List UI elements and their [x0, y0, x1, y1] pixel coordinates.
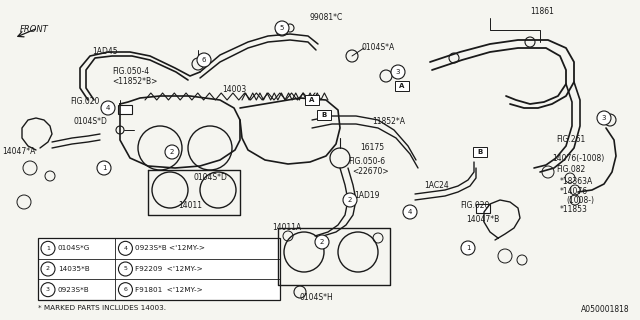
- Bar: [473, 147, 487, 157]
- Bar: [118, 105, 132, 114]
- Circle shape: [461, 241, 475, 255]
- Text: 14003: 14003: [222, 85, 246, 94]
- Text: FIG.020: FIG.020: [460, 202, 490, 211]
- Text: 0104S*H: 0104S*H: [300, 293, 333, 302]
- Circle shape: [41, 241, 55, 255]
- Circle shape: [343, 193, 357, 207]
- Circle shape: [101, 101, 115, 115]
- Circle shape: [97, 161, 111, 175]
- Text: 0104S*D: 0104S*D: [194, 173, 228, 182]
- Bar: [395, 81, 409, 91]
- Text: 1AD19: 1AD19: [354, 191, 380, 201]
- Bar: [38, 238, 280, 300]
- Circle shape: [118, 241, 132, 255]
- Text: 11861: 11861: [530, 7, 554, 17]
- Circle shape: [165, 145, 179, 159]
- Text: A: A: [309, 97, 315, 103]
- Text: 0104S*D: 0104S*D: [74, 117, 108, 126]
- Text: 2: 2: [170, 149, 174, 155]
- Text: 0104S*G: 0104S*G: [58, 245, 90, 251]
- Text: 4: 4: [408, 209, 412, 215]
- Text: *14076: *14076: [560, 188, 588, 196]
- Text: F92209  <'12MY->: F92209 <'12MY->: [136, 266, 203, 272]
- Text: *18363A: *18363A: [560, 178, 593, 187]
- Text: 99081*C: 99081*C: [310, 13, 343, 22]
- Text: A050001818: A050001818: [581, 305, 630, 314]
- Text: 4: 4: [106, 105, 110, 111]
- Text: 3: 3: [602, 115, 606, 121]
- Circle shape: [41, 283, 55, 297]
- Text: 14047*A: 14047*A: [2, 148, 35, 156]
- Text: 6: 6: [202, 57, 206, 63]
- Text: FIG.082: FIG.082: [556, 165, 585, 174]
- Text: 1AC24: 1AC24: [424, 181, 449, 190]
- Text: 2: 2: [320, 239, 324, 245]
- Text: F91801  <'12MY->: F91801 <'12MY->: [136, 287, 203, 293]
- Circle shape: [403, 205, 417, 219]
- Text: 3: 3: [46, 287, 50, 292]
- Text: FRONT: FRONT: [20, 26, 49, 35]
- Text: 16175: 16175: [360, 143, 384, 153]
- Circle shape: [118, 283, 132, 297]
- Text: 2: 2: [46, 267, 50, 271]
- Circle shape: [597, 111, 611, 125]
- Text: 1: 1: [466, 245, 470, 251]
- Text: 1: 1: [46, 246, 50, 251]
- Bar: [476, 204, 490, 213]
- Text: FIG.050-4: FIG.050-4: [112, 68, 149, 76]
- Text: 14047*B: 14047*B: [466, 215, 499, 225]
- Text: FIG.261: FIG.261: [556, 135, 585, 145]
- Text: <11852*B>: <11852*B>: [112, 77, 157, 86]
- Text: 14011A: 14011A: [272, 223, 301, 233]
- Circle shape: [41, 262, 55, 276]
- Text: 4: 4: [124, 246, 127, 251]
- Text: 3: 3: [396, 69, 400, 75]
- Text: 0923S*B: 0923S*B: [58, 287, 90, 293]
- Text: 14011: 14011: [178, 202, 202, 211]
- Text: 14035*B: 14035*B: [58, 266, 90, 272]
- Text: 1: 1: [102, 165, 106, 171]
- Circle shape: [391, 65, 405, 79]
- Text: FIG.020: FIG.020: [70, 98, 99, 107]
- Text: 0104S*A: 0104S*A: [362, 44, 396, 52]
- Text: 0923S*B <'12MY->: 0923S*B <'12MY->: [136, 245, 205, 251]
- Text: 5: 5: [280, 25, 284, 31]
- Bar: [305, 95, 319, 105]
- Circle shape: [118, 262, 132, 276]
- Text: * MARKED PARTS INCLUDES 14003.: * MARKED PARTS INCLUDES 14003.: [38, 305, 166, 311]
- Text: 1AD45: 1AD45: [92, 47, 118, 57]
- Text: 14076(-1008): 14076(-1008): [552, 154, 604, 163]
- Text: *11853: *11853: [560, 205, 588, 214]
- Circle shape: [197, 53, 211, 67]
- Text: (1008-): (1008-): [566, 196, 594, 205]
- Circle shape: [275, 21, 289, 35]
- Text: B: B: [321, 112, 326, 118]
- Text: 6: 6: [124, 287, 127, 292]
- Text: 11852*A: 11852*A: [372, 117, 405, 126]
- Text: FIG.050-6: FIG.050-6: [348, 157, 385, 166]
- Circle shape: [315, 235, 329, 249]
- Text: B: B: [477, 149, 483, 155]
- Text: 5: 5: [124, 267, 127, 271]
- Text: A: A: [399, 83, 404, 89]
- Bar: [317, 110, 331, 120]
- Text: 2: 2: [348, 197, 352, 203]
- Text: <22670>: <22670>: [352, 167, 388, 177]
